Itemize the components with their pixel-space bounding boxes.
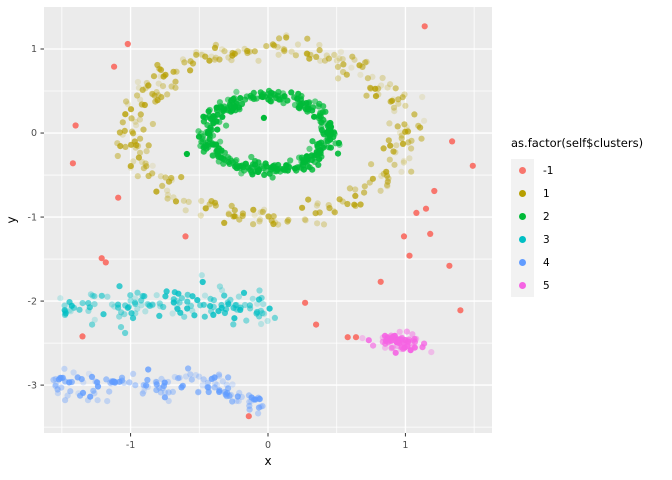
legend-item-label: 5 (543, 279, 550, 292)
legend-dot-icon (519, 190, 526, 197)
data-points (50, 23, 476, 420)
y-tick-label: -3 (28, 380, 37, 391)
noise-points (69, 23, 476, 420)
legend-dot-icon (519, 236, 526, 243)
y-tick-label: 1 (31, 44, 37, 55)
legend-key (511, 159, 534, 182)
legend: as.factor(self$clusters) -1 1 2 3 4 5 (511, 136, 643, 297)
x-tick-label: -1 (126, 440, 135, 451)
cluster-2-points (183, 87, 343, 181)
legend-key (511, 228, 534, 251)
legend-item-label: 1 (543, 187, 550, 200)
legend-title: as.factor(self$clusters) (511, 136, 644, 150)
axis-ticks: -1 0 1 1 0 -1 -2 -3 (28, 44, 409, 451)
legend-item-3: 3 (511, 228, 643, 251)
y-axis-title: y (4, 216, 19, 224)
legend-item--1: -1 (511, 159, 643, 182)
legend-dot-icon (519, 167, 526, 174)
legend-items: -1 1 2 3 4 5 (511, 159, 643, 297)
cluster-3-points (57, 272, 278, 337)
cluster-5-points (359, 328, 435, 356)
legend-dot-icon (519, 213, 526, 220)
legend-item-label: 2 (543, 210, 550, 223)
x-axis-title: x (264, 454, 272, 468)
legend-item-5: 5 (511, 274, 643, 297)
cluster-1-points (114, 32, 428, 228)
cluster-4-points (50, 365, 266, 417)
legend-item-2: 2 (511, 205, 643, 228)
y-tick-label: 0 (31, 128, 37, 139)
y-tick-label: -2 (28, 296, 37, 307)
legend-item-label: -1 (543, 164, 554, 177)
legend-item-label: 4 (543, 256, 550, 269)
legend-item-4: 4 (511, 251, 643, 274)
x-tick-label: 0 (265, 440, 271, 451)
legend-key (511, 251, 534, 274)
legend-key (511, 182, 534, 205)
legend-key (511, 205, 534, 228)
legend-item-label: 3 (543, 233, 550, 246)
y-tick-label: -1 (28, 212, 37, 223)
legend-dot-icon (519, 282, 526, 289)
legend-dot-icon (519, 259, 526, 266)
legend-item-1: 1 (511, 182, 643, 205)
x-tick-label: 1 (402, 440, 408, 451)
legend-key (511, 274, 534, 297)
